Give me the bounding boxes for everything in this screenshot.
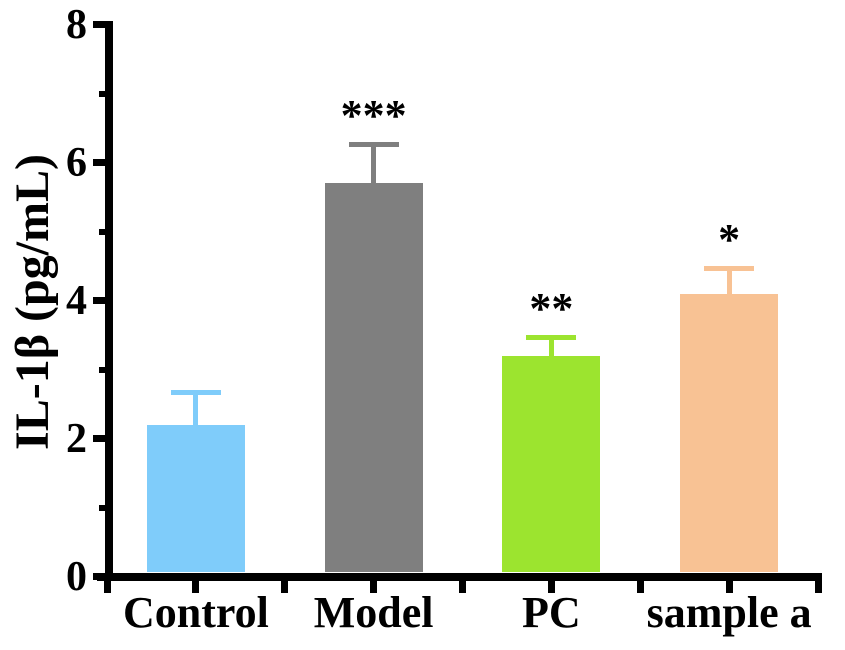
significance-marker: * bbox=[718, 215, 741, 264]
error-bar-stem bbox=[726, 266, 732, 296]
y-major-tick bbox=[93, 573, 105, 580]
x-tick bbox=[192, 580, 200, 593]
bar bbox=[146, 424, 245, 573]
y-major-tick bbox=[93, 159, 105, 166]
x-tick bbox=[370, 580, 378, 593]
x-category-label: PC bbox=[522, 587, 581, 637]
x-category-label: Model bbox=[313, 587, 434, 637]
y-tick-label: 2 bbox=[66, 415, 87, 462]
y-major-tick bbox=[93, 297, 105, 304]
error-bar-cap bbox=[348, 141, 399, 147]
y-major-tick bbox=[93, 21, 105, 28]
x-axis-line bbox=[97, 572, 822, 581]
y-minor-tick bbox=[99, 90, 105, 97]
y-tick-label: 0 bbox=[66, 553, 87, 600]
y-tick-label: 4 bbox=[66, 277, 87, 324]
error-bar-stem bbox=[548, 335, 554, 358]
x-tick bbox=[636, 580, 644, 593]
y-tick-label: 6 bbox=[66, 139, 87, 186]
x-tick bbox=[459, 580, 466, 593]
bar bbox=[502, 355, 601, 573]
bar bbox=[324, 183, 423, 573]
significance-marker: ** bbox=[529, 284, 574, 333]
x-tick bbox=[281, 580, 289, 593]
y-axis-line bbox=[105, 21, 113, 581]
y-minor-tick bbox=[99, 504, 105, 511]
x-tick bbox=[103, 580, 111, 593]
x-category-label: Control bbox=[122, 587, 269, 637]
y-tick-label: 8 bbox=[66, 1, 87, 48]
x-tick bbox=[814, 580, 822, 593]
x-category-label: sample a bbox=[646, 587, 812, 637]
y-major-tick bbox=[93, 435, 105, 442]
x-tick bbox=[547, 580, 555, 593]
y-minor-tick bbox=[99, 366, 105, 373]
error-bar-cap bbox=[526, 335, 577, 340]
bar bbox=[680, 293, 779, 573]
significance-marker: *** bbox=[340, 90, 407, 140]
y-minor-tick bbox=[99, 228, 105, 235]
error-bar-stem bbox=[193, 390, 199, 427]
x-tick bbox=[725, 580, 733, 593]
error-bar-cap bbox=[170, 390, 221, 396]
error-bar-cap bbox=[704, 266, 755, 271]
error-bar-stem bbox=[371, 141, 377, 186]
